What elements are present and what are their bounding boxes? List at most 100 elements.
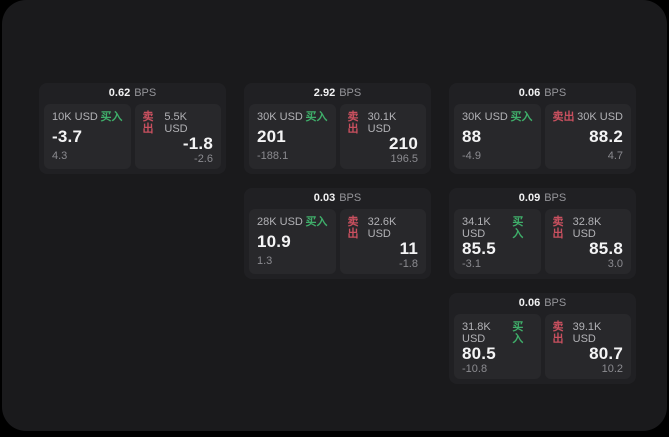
buy-button[interactable]: 买入 [512,321,524,345]
spread-unit: BPS [339,87,362,99]
sell-sub-value: 3.0 [607,258,623,270]
spread-value: 0.62 [108,87,131,99]
sell-price: 85.8 [589,239,623,258]
sell-sub-row: 10.2 [553,363,623,375]
sell-price: 88.2 [589,126,623,146]
buy-amount: 30K USD [462,111,508,123]
sell-tile-top: 卖出 32.6K USD [348,216,419,240]
buy-amount: 31.8K USD [462,321,491,345]
buy-sub-row: -188.1 [257,150,328,162]
quote-card: 0.62 BPS 10K USD 买入 -3.7 4.3 卖出 5.5K USD… [39,83,226,174]
buy-button[interactable]: 买入 [510,111,533,123]
buy-sub-row: 4.3 [52,150,123,162]
sell-sub-row: 4.7 [553,150,623,162]
sell-button[interactable]: 卖出 [552,111,575,123]
buy-tile[interactable]: 10K USD 买入 -3.7 4.3 [44,104,131,169]
sell-price: 80.7 [589,344,623,363]
sell-tile[interactable]: 卖出 39.1K USD 80.7 10.2 [544,314,631,379]
buy-price: 80.5 [462,344,496,363]
buy-price: -3.7 [52,126,83,146]
buy-button[interactable]: 买入 [305,111,328,123]
buy-sub-row: 1.3 [257,255,328,267]
sell-tile-top: 卖出 32.8K USD [553,216,624,240]
quotes-grid: 0.62 BPS 10K USD 买入 -3.7 4.3 卖出 5.5K USD… [39,83,636,384]
buy-price: 10.9 [257,231,291,251]
sell-amount: 5.5K USD [164,111,188,135]
sell-button[interactable]: 卖出 [347,111,359,135]
buy-sub-value: 4.3 [52,150,68,162]
sell-button[interactable]: 卖出 [552,216,564,240]
buy-sub-value: -10.8 [462,363,488,375]
buy-tile[interactable]: 30K USD 买入 88 -4.9 [454,104,541,169]
buy-button[interactable]: 买入 [512,216,524,240]
sell-button[interactable]: 卖出 [142,111,154,135]
buy-tile[interactable]: 34.1K USD 买入 85.5 -3.1 [454,209,541,274]
buy-sub-value: -4.9 [462,150,481,162]
sell-button[interactable]: 卖出 [347,216,359,240]
sell-tile-top: 卖出 39.1K USD [553,321,624,345]
spread-header: 0.62 BPS [44,83,221,104]
sell-amount: 39.1K USD [572,321,602,345]
buy-sub-value: 1.3 [257,255,273,267]
spread-value: 0.06 [518,87,541,99]
spread-unit: BPS [544,297,567,309]
spread-value: 0.06 [518,297,541,309]
sell-sub-value: 10.2 [601,363,623,375]
sell-tile[interactable]: 卖出 32.8K USD 85.8 3.0 [544,209,631,274]
buy-button[interactable]: 买入 [100,111,123,123]
spread-header: 0.06 BPS [454,83,631,104]
sell-button[interactable]: 卖出 [552,321,564,345]
buy-sub-row: -4.9 [462,150,533,162]
buy-tile-top: 10K USD 买入 [52,111,123,123]
buy-sub-row: -10.8 [462,363,533,375]
buy-amount: 28K USD [257,216,303,228]
spread-header: 0.03 BPS [249,188,426,209]
sell-price: 11 [399,239,418,258]
sell-sub-row: 196.5 [348,153,418,165]
sell-sub-row: -1.8 [348,258,418,270]
sell-amount: 32.6K USD [367,216,397,240]
spread-unit: BPS [134,87,157,99]
buy-sub-value: -188.1 [257,150,289,162]
sell-amount: 30K USD [577,111,623,123]
buy-price: 201 [257,126,286,146]
spread-value: 2.92 [313,87,336,99]
quote-card: 0.09 BPS 34.1K USD 买入 85.5 -3.1 卖出 32.8K… [449,188,636,279]
spread-unit: BPS [339,192,362,204]
sell-sub-value: 196.5 [390,153,418,165]
quote-body: 31.8K USD 买入 80.5 -10.8 卖出 39.1K USD 80.… [454,314,631,379]
sell-tile[interactable]: 卖出 30.1K USD 210 196.5 [339,104,426,169]
buy-amount: 10K USD [52,111,98,123]
buy-tile-top: 34.1K USD 买入 [462,216,533,240]
quote-card: 0.06 BPS 31.8K USD 买入 80.5 -10.8 卖出 39.1… [449,293,636,384]
buy-tile[interactable]: 30K USD 买入 201 -188.1 [249,104,336,169]
buy-price: 85.5 [462,239,496,258]
spread-unit: BPS [544,87,567,99]
sell-tile-top: 卖出 5.5K USD [143,111,214,135]
sell-tile[interactable]: 卖出 5.5K USD -1.8 -2.6 [134,104,221,169]
sell-amount: 30.1K USD [367,111,397,135]
quote-body: 34.1K USD 买入 85.5 -3.1 卖出 32.8K USD 85.8… [454,209,631,274]
sell-sub-row: -2.6 [143,153,213,165]
spread-header: 2.92 BPS [249,83,426,104]
buy-tile-top: 30K USD 买入 [257,111,328,123]
spread-header: 0.06 BPS [454,293,631,314]
sell-tile[interactable]: 卖出 30K USD 88.2 4.7 [544,104,631,169]
buy-button[interactable]: 买入 [305,216,328,228]
sell-tile-top: 卖出 30.1K USD [348,111,419,135]
quote-body: 30K USD 买入 88 -4.9 卖出 30K USD 88.2 4.7 [454,104,631,169]
buy-tile[interactable]: 28K USD 买入 10.9 1.3 [249,209,336,274]
buy-tile-top: 30K USD 买入 [462,111,533,123]
sell-amount: 32.8K USD [572,216,602,240]
spread-header: 0.09 BPS [454,188,631,209]
buy-price: 88 [462,126,482,146]
buy-sub-value: -3.1 [462,258,481,270]
spread-value: 0.09 [518,192,541,204]
quote-card: 2.92 BPS 30K USD 买入 201 -188.1 卖出 30.1K … [244,83,431,174]
sell-price: -1.8 [182,134,213,153]
quote-body: 28K USD 买入 10.9 1.3 卖出 32.6K USD 11 -1.8 [249,209,426,274]
buy-amount: 30K USD [257,111,303,123]
buy-tile[interactable]: 31.8K USD 买入 80.5 -10.8 [454,314,541,379]
sell-tile[interactable]: 卖出 32.6K USD 11 -1.8 [339,209,426,274]
